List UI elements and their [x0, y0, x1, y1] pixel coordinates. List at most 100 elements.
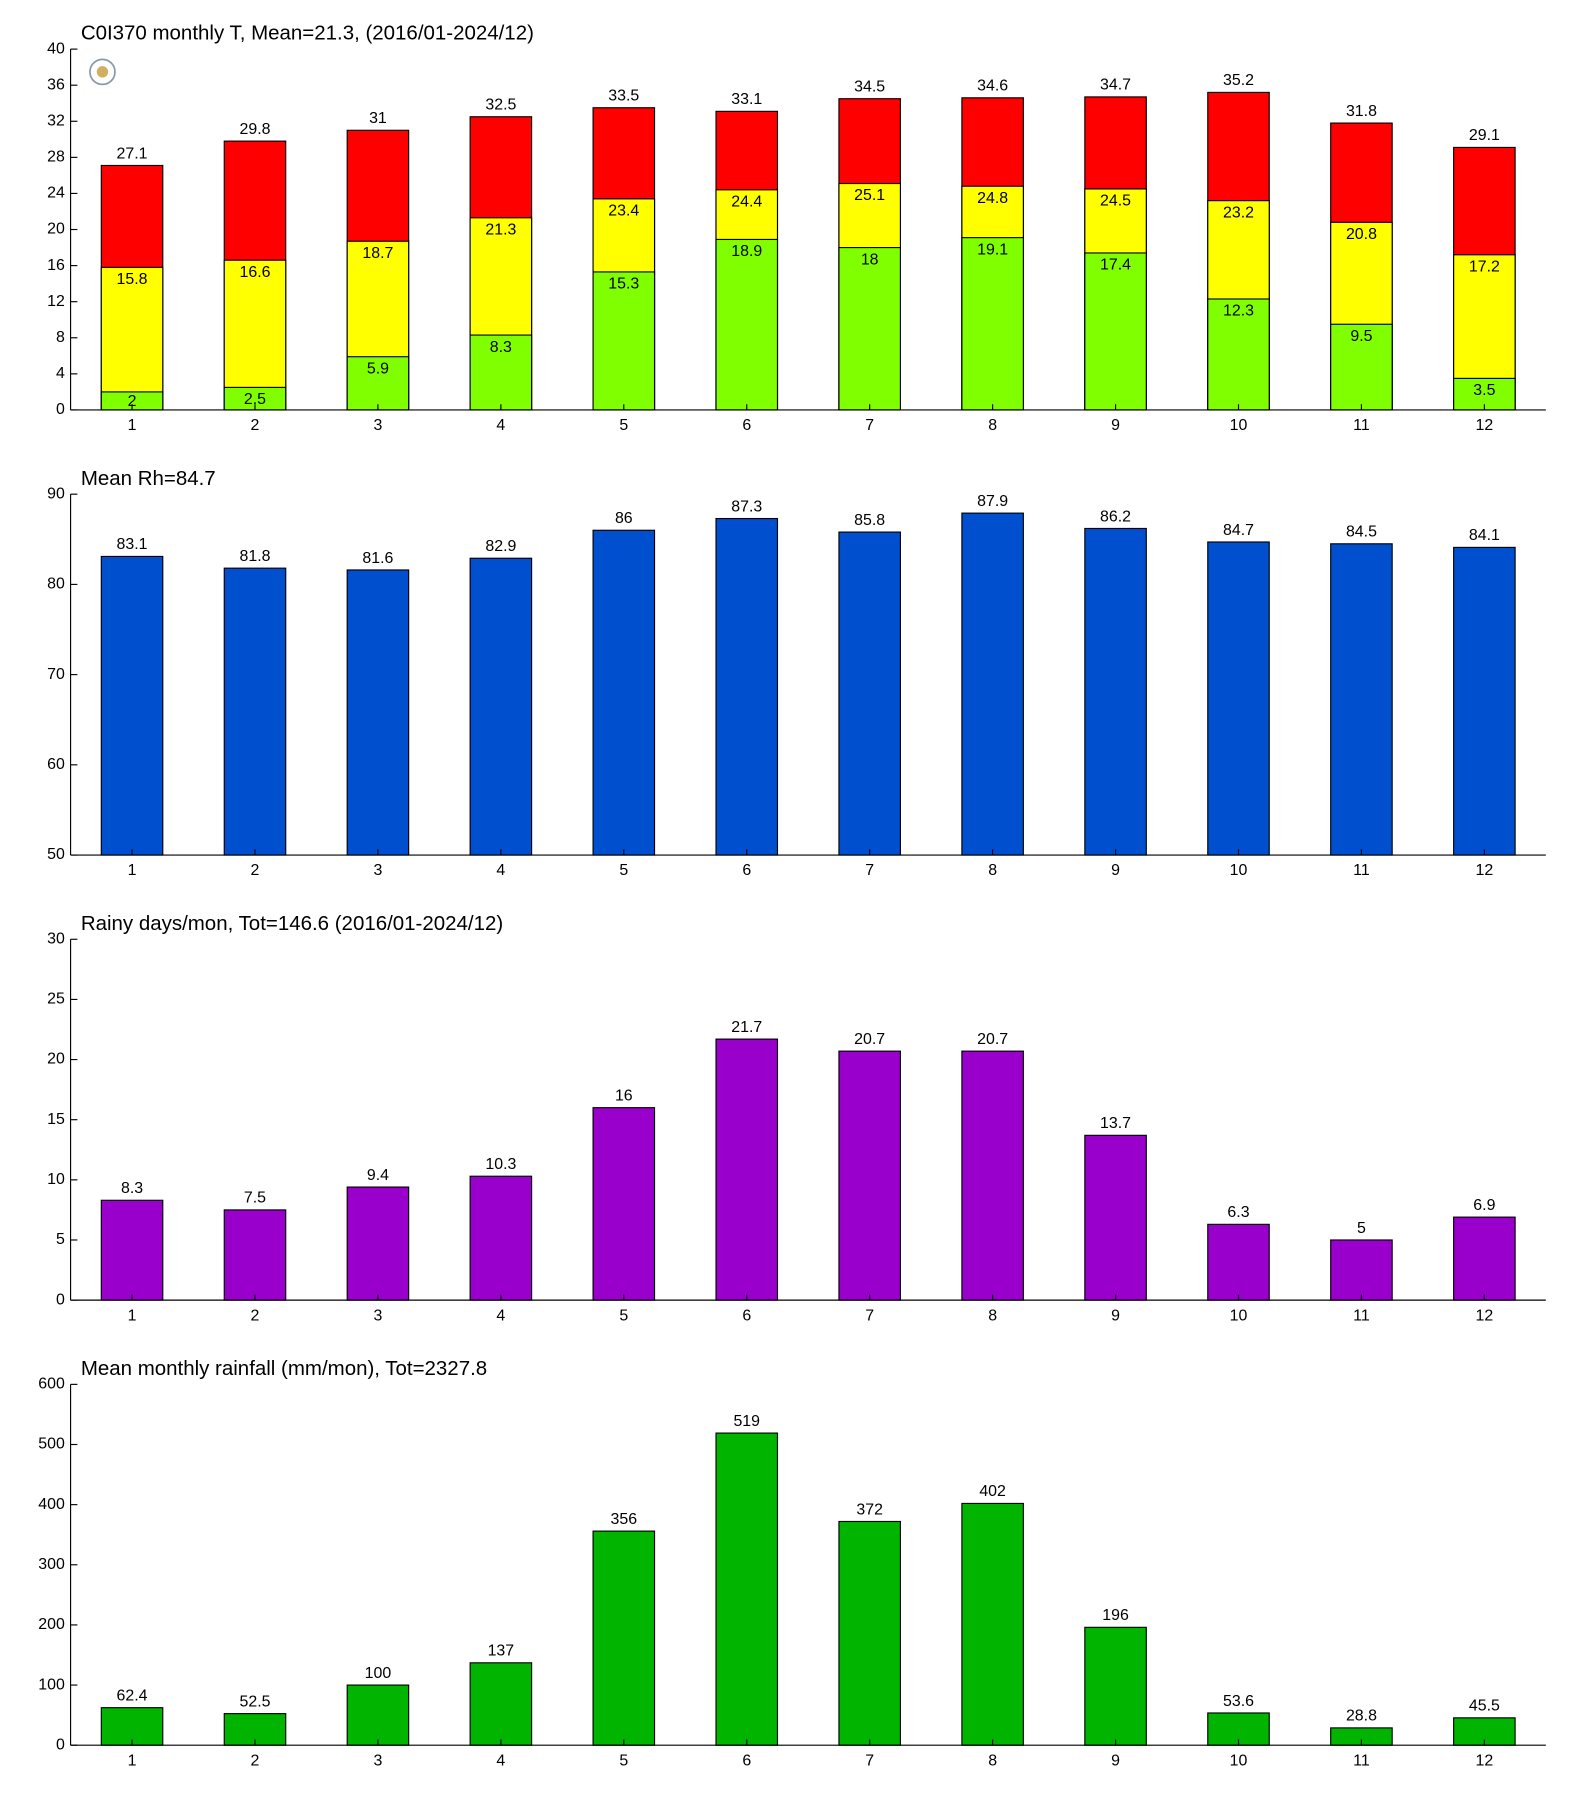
- y-tick-label: 30: [47, 930, 65, 947]
- value-label: 5.9: [367, 360, 389, 377]
- value-label: 86: [615, 510, 633, 527]
- value-label: 29.1: [1469, 127, 1500, 144]
- y-tick-label: 50: [47, 846, 65, 863]
- value-label: 9.5: [1350, 328, 1372, 345]
- chart-title: Mean monthly rainfall (mm/mon), Tot=2327…: [81, 1357, 487, 1380]
- bar: [1084, 1134, 1147, 1301]
- x-tick-label: 5: [619, 1307, 628, 1324]
- y-tick-label: 200: [38, 1616, 65, 1633]
- value-label: 6.3: [1227, 1204, 1249, 1221]
- value-label: 45.5: [1469, 1698, 1500, 1715]
- x-tick-label: 11: [1353, 862, 1370, 879]
- value-label: 85.8: [854, 512, 885, 529]
- bar: [223, 1209, 287, 1301]
- x-tick-label: 2: [251, 862, 260, 879]
- y-tick-label: 100: [38, 1676, 65, 1693]
- x-tick-label: 12: [1476, 1307, 1494, 1324]
- x-tick-label: 10: [1230, 417, 1248, 434]
- y-tick-label: 5: [56, 1231, 65, 1248]
- bar: [715, 517, 779, 856]
- chart-title: Mean Rh=84.7: [81, 467, 216, 490]
- bar: [1084, 252, 1147, 411]
- value-label: 7.5: [244, 1190, 266, 1207]
- value-label: 196: [1102, 1607, 1129, 1624]
- x-tick-label: 6: [742, 1307, 751, 1324]
- value-label: 21.3: [485, 222, 516, 239]
- bar: [469, 557, 533, 856]
- y-tick-label: 8: [56, 329, 65, 346]
- value-label: 87.9: [977, 493, 1008, 510]
- value-label: 16: [615, 1087, 633, 1104]
- value-label: 20.7: [977, 1031, 1008, 1048]
- bar: [469, 334, 533, 411]
- value-label: 18: [861, 251, 879, 268]
- x-tick-label: 7: [865, 862, 874, 879]
- x-tick-label: 8: [988, 1752, 997, 1769]
- x-tick-label: 10: [1230, 1307, 1248, 1324]
- value-label: 29.8: [239, 121, 270, 138]
- value-label: 32.5: [485, 97, 516, 114]
- x-tick-label: 6: [742, 1752, 751, 1769]
- bar: [346, 569, 410, 856]
- value-label: 5: [1357, 1220, 1366, 1237]
- y-tick-label: 20: [47, 1051, 65, 1068]
- value-label: 519: [733, 1413, 760, 1430]
- logo: [79, 58, 131, 96]
- value-label: 3.5: [1473, 382, 1495, 399]
- value-label: 16.6: [239, 264, 270, 281]
- value-label: 28.8: [1346, 1708, 1377, 1725]
- value-label: 23.2: [1223, 204, 1254, 221]
- x-tick-label: 9: [1111, 1307, 1120, 1324]
- x-tick-label: 3: [373, 417, 382, 434]
- x-tick-label: 7: [865, 417, 874, 434]
- value-label: 17.4: [1100, 257, 1131, 274]
- value-label: 21.7: [731, 1019, 762, 1036]
- value-label: 10.3: [485, 1156, 516, 1173]
- bar: [715, 1038, 779, 1301]
- bar: [715, 238, 779, 411]
- value-label: 20.7: [854, 1031, 885, 1048]
- bar: [1453, 1216, 1516, 1301]
- y-tick-label: 36: [47, 76, 65, 93]
- bar: [1207, 298, 1270, 411]
- bar: [838, 246, 901, 411]
- x-tick-label: 4: [496, 1752, 505, 1769]
- x-tick-label: 8: [988, 1307, 997, 1324]
- y-tick-label: 500: [38, 1436, 65, 1453]
- y-tick-label: 90: [47, 485, 65, 502]
- bar: [100, 555, 164, 856]
- x-tick-label: 12: [1476, 1752, 1494, 1769]
- bar: [1207, 541, 1270, 856]
- value-label: 402: [979, 1483, 1006, 1500]
- y-tick-label: 40: [47, 40, 65, 57]
- bar: [346, 1186, 410, 1301]
- x-tick-label: 5: [619, 417, 628, 434]
- value-label: 81.6: [362, 550, 393, 567]
- bar: [961, 237, 1024, 411]
- bar: [469, 1175, 533, 1301]
- value-label: 17.2: [1469, 259, 1500, 276]
- y-tick-label: 4: [56, 365, 65, 382]
- value-label: 84.7: [1223, 522, 1254, 539]
- x-tick-label: 4: [496, 417, 505, 434]
- bar: [1084, 527, 1147, 856]
- bar: [961, 1050, 1024, 1301]
- x-tick-label: 1: [128, 862, 137, 879]
- value-label: 15.3: [608, 276, 639, 293]
- y-tick-label: 70: [47, 666, 65, 683]
- value-label: 24.4: [731, 194, 762, 211]
- y-tick-label: 12: [47, 293, 65, 310]
- value-label: 18.9: [731, 243, 762, 260]
- x-tick-label: 11: [1353, 1752, 1370, 1769]
- y-tick-label: 300: [38, 1556, 65, 1573]
- bar: [100, 266, 164, 411]
- value-label: 356: [611, 1511, 638, 1528]
- bar: [469, 1662, 533, 1746]
- bar: [1330, 543, 1393, 856]
- chart-title: Rainy days/mon, Tot=146.6 (2016/01-2024/…: [81, 912, 503, 935]
- x-tick-label: 11: [1353, 1307, 1370, 1324]
- y-tick-label: 15: [47, 1111, 65, 1128]
- value-label: 372: [856, 1501, 883, 1518]
- bar: [346, 1684, 410, 1746]
